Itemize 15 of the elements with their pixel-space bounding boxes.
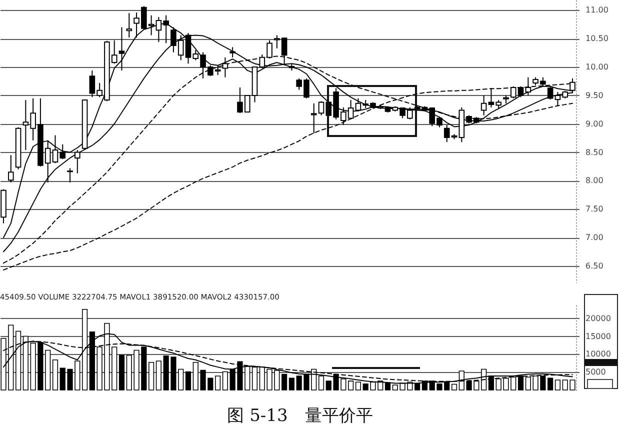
y-tick-label: 10.50 — [586, 34, 608, 44]
y-tick-label: 5000 — [586, 368, 606, 377]
text: 图 5-13 量平价平 — [226, 405, 374, 427]
y-tick-label: 8.50 — [586, 148, 604, 157]
y-tick-label: 11.00 — [586, 6, 608, 15]
y-tick-label: 7.00 — [586, 233, 604, 242]
y-tick-label: 9.00 — [586, 119, 604, 128]
y-tick-label: 10.00 — [586, 62, 608, 72]
y-tick-label: 9.50 — [586, 90, 604, 100]
y-tick-label: 8.00 — [586, 176, 604, 186]
y-tick-label: 20000 — [586, 314, 611, 323]
y-tick-label: 7.50 — [586, 204, 604, 214]
y-tick-label: 10000 — [586, 350, 611, 359]
y-tick-label: 6.50 — [586, 261, 604, 270]
y-tick-label: 15000 — [586, 332, 611, 341]
